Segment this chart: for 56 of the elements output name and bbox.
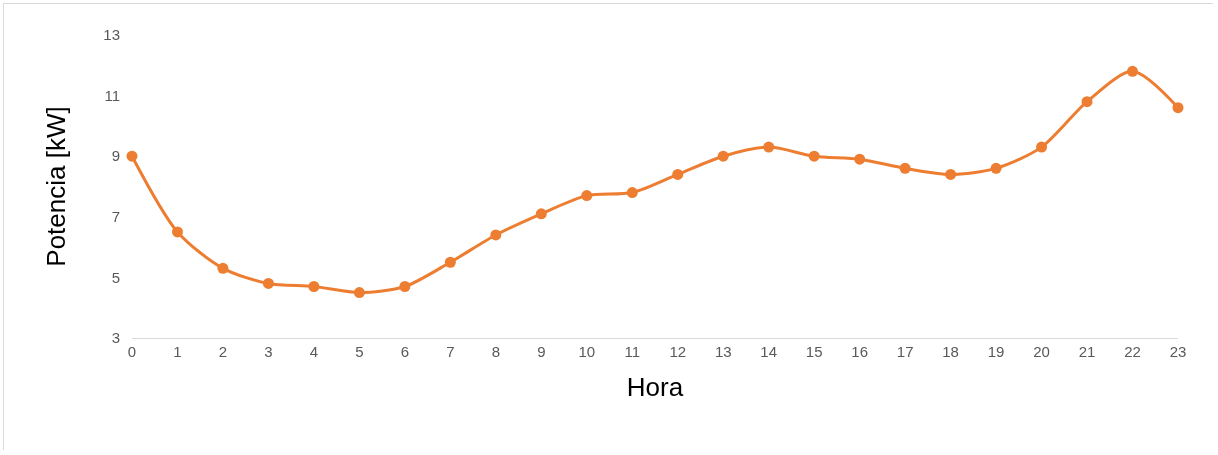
point [1081, 96, 1093, 108]
x-tick-label: 0 [127, 343, 137, 360]
point [899, 162, 911, 174]
point [854, 153, 866, 165]
point [581, 190, 593, 202]
x-tick-label: 4 [309, 343, 319, 360]
y-tick-label: 7 [111, 208, 120, 226]
point [717, 150, 729, 162]
x-tick-label: 15 [805, 343, 823, 360]
point [353, 287, 365, 299]
y-tick-label: 9 [111, 147, 120, 165]
point [262, 277, 274, 289]
x-tick-label: 20 [1033, 343, 1050, 360]
point [444, 256, 456, 268]
point [763, 141, 775, 153]
x-tick-label: 14 [760, 343, 778, 360]
y-tick-label: 13 [103, 26, 120, 44]
x-tick-label: 1 [173, 343, 182, 360]
x-tick-label: 13 [714, 343, 732, 360]
x-tick-label: 9 [537, 343, 546, 360]
y-tick-label: 3 [111, 329, 120, 347]
point [490, 229, 502, 241]
point [1172, 102, 1184, 114]
point [1036, 141, 1048, 153]
x-tick-label: 16 [851, 343, 868, 360]
x-tick-label: 11 [624, 343, 641, 360]
y-tick-label: 5 [111, 268, 120, 286]
point [945, 168, 957, 180]
point [626, 187, 638, 199]
point [217, 262, 229, 274]
x-tick-label: 8 [491, 343, 500, 360]
x-tick-label: 12 [669, 343, 687, 360]
x-tick-label: 19 [987, 343, 1005, 360]
point [171, 226, 183, 238]
x-tick-label: 17 [896, 343, 914, 360]
x-tick-label: 7 [446, 343, 455, 360]
x-tick-label: 18 [942, 343, 959, 360]
x-tick-label: 22 [1124, 343, 1141, 360]
point [990, 162, 1002, 174]
point [808, 150, 820, 162]
point [672, 168, 684, 180]
x-tick-label: 21 [1078, 343, 1096, 360]
y-tick-label: 11 [104, 86, 120, 104]
x-tick-label: 23 [1169, 343, 1187, 360]
point [399, 280, 411, 292]
x-tick-label: 6 [400, 343, 410, 360]
point [1127, 65, 1139, 77]
x-tick-label: 3 [264, 343, 273, 360]
point [308, 280, 320, 292]
x-tick-label: 10 [578, 343, 596, 360]
y-axis-title: Potencia [kW] [40, 106, 71, 267]
point [535, 208, 547, 220]
point [126, 150, 138, 162]
x-tick-label: 2 [218, 343, 228, 360]
x-tick-label: 5 [355, 343, 364, 360]
x-axis-title: Hora [626, 371, 684, 402]
